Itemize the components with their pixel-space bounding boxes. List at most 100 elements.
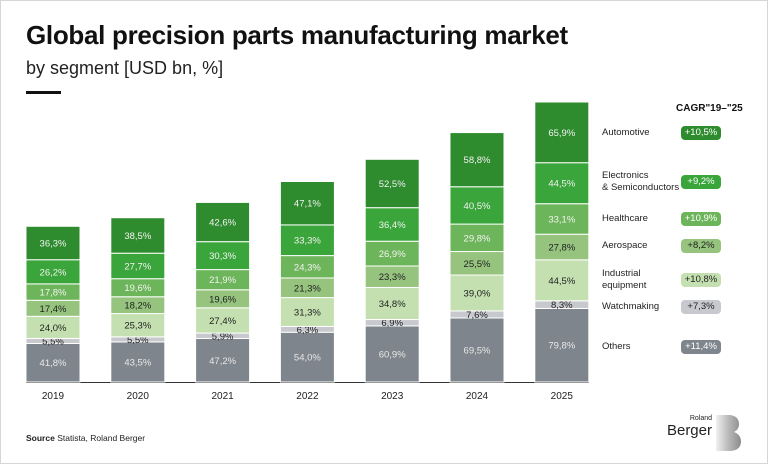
data-label: 18,2%	[124, 301, 151, 312]
bar-segment	[195, 241, 251, 271]
cagr-badge: +9,2%	[681, 175, 721, 189]
logo-berger-text: Berger	[666, 422, 712, 439]
legend-label-line: Industrial	[602, 268, 641, 279]
bar-segment	[279, 224, 335, 257]
source-label: Source	[26, 433, 55, 443]
data-label: 24,0%	[40, 323, 67, 334]
bar-stack-2021: 47,2% 5,9% 27,4% 19,6% 21,9% 30,3% 42,6%	[195, 201, 251, 383]
bar-stack-2025: 79,8% 8,3% 44,5% 27,8% 33,1% 44,5% 65,9%	[534, 101, 590, 383]
data-label: 47,2%	[209, 356, 236, 367]
data-label: 42,6%	[209, 218, 236, 229]
data-label: 52,5%	[379, 179, 406, 190]
data-label: 7,6%	[466, 310, 488, 321]
bar-segment	[449, 317, 505, 383]
data-label: 6,3%	[297, 325, 319, 336]
data-label: 27,4%	[209, 316, 236, 327]
bar-segment	[110, 341, 166, 383]
data-label: 39,0%	[464, 288, 491, 299]
data-label: 43,5%	[124, 357, 151, 368]
data-label: 23,3%	[379, 272, 406, 283]
legend-label-line: equipment	[602, 280, 647, 291]
legend-label-line: & Semiconductors	[602, 182, 680, 193]
x-tick-label: 2021	[211, 391, 234, 402]
legend-label: Electronics & Semiconductors	[602, 170, 679, 194]
chart-title: Global precision parts manufacturing mar…	[26, 20, 568, 50]
legend-label-line: Others	[602, 341, 631, 352]
data-label: 21,3%	[294, 283, 321, 294]
data-label: 65,9%	[548, 128, 575, 139]
bar-segment	[534, 162, 590, 205]
bar-segment	[534, 259, 590, 302]
source-note: Source Statista, Roland Berger	[26, 433, 145, 443]
bar-segment	[25, 259, 81, 285]
data-label: 34,8%	[379, 299, 406, 310]
cagr-badge: +10,5%	[681, 126, 721, 140]
source-text: Statista, Roland Berger	[54, 433, 146, 443]
data-label: 25,3%	[124, 321, 151, 332]
data-label: 79,8%	[548, 341, 575, 352]
data-label: 5,5%	[127, 335, 149, 346]
data-label: 5,9%	[212, 331, 234, 342]
bar-segment	[195, 201, 251, 243]
data-label: 5,5%	[42, 336, 64, 347]
bar-segment	[195, 307, 251, 334]
data-label: 69,5%	[464, 345, 491, 356]
data-label: 44,5%	[548, 276, 575, 287]
bar-segment	[195, 338, 251, 383]
cagr-badge: +10,9%	[681, 212, 721, 226]
bar-segment	[25, 225, 81, 261]
data-label: 19,6%	[209, 294, 236, 305]
data-label: 17,4%	[40, 304, 67, 315]
data-label: 8,3%	[551, 300, 573, 311]
data-label: 24,3%	[294, 262, 321, 273]
bar-segment	[364, 286, 420, 321]
legend-label-line: Healthcare	[602, 213, 648, 224]
legend-label-line: Automotive	[602, 127, 650, 138]
data-label: 26,9%	[379, 249, 406, 260]
data-label: 27,8%	[548, 243, 575, 254]
data-label: 29,8%	[464, 233, 491, 244]
cagr-badge: +10,8%	[681, 273, 721, 287]
legend-label: Aerospace	[602, 240, 647, 252]
data-label: 47,1%	[294, 199, 321, 210]
data-label: 25,5%	[464, 259, 491, 270]
cagr-badge: +7,3%	[681, 300, 721, 314]
data-label: 26,2%	[40, 267, 67, 278]
data-label: 19,6%	[124, 283, 151, 294]
data-label: 17,8%	[40, 288, 67, 299]
bar-segment	[110, 217, 166, 254]
bar-segment	[534, 101, 590, 164]
data-label: 6,9%	[381, 318, 403, 329]
data-label: 58,8%	[464, 155, 491, 166]
data-label: 38,5%	[124, 231, 151, 242]
bar-segment	[279, 297, 335, 327]
data-label: 27,7%	[124, 261, 151, 272]
bar-stack-2019: 41,8% 5,5% 24,0% 17,4% 17,8% 26,2% 36,3%	[25, 225, 81, 383]
bar-stack-2024: 69,5% 7,6% 39,0% 25,5% 29,8% 40,5% 58,8%	[449, 132, 505, 383]
legend-label: Healthcare	[602, 213, 648, 225]
bar-segment	[449, 186, 505, 225]
legend-label: Others	[602, 341, 631, 353]
cagr-badge: +11,4%	[681, 340, 721, 354]
x-tick-label: 2022	[296, 391, 319, 402]
bar-segment	[279, 181, 335, 226]
logo-b-icon	[716, 415, 741, 451]
bar-stack-2023: 60,9% 6,9% 34,8% 23,3% 26,9% 36,4% 52,5%	[364, 158, 420, 383]
roland-berger-logo: Roland Berger	[666, 415, 742, 451]
data-label: 21,9%	[209, 275, 236, 286]
bar-segment	[364, 207, 420, 242]
data-label: 33,1%	[548, 214, 575, 225]
data-label: 44,5%	[548, 179, 575, 190]
bar-segment	[364, 158, 420, 209]
x-tick-label: 2019	[42, 391, 65, 402]
bar-stack-2022: 54,0% 6,3% 31,3% 21,3% 24,3% 33,3% 47,1%	[279, 181, 335, 383]
data-label: 36,4%	[379, 220, 406, 231]
chart-subtitle: by segment [USD bn, %]	[26, 58, 224, 78]
legend-label-line: Aerospace	[602, 240, 648, 251]
legend-label: Industrial equipment	[602, 268, 646, 292]
bar-segment	[279, 331, 335, 383]
data-label: 41,8%	[40, 358, 67, 369]
bar-stack-2020: 43,5% 5,5% 25,3% 18,2% 19,6% 27,7% 38,5%	[110, 217, 166, 383]
bar-segment	[449, 132, 505, 188]
